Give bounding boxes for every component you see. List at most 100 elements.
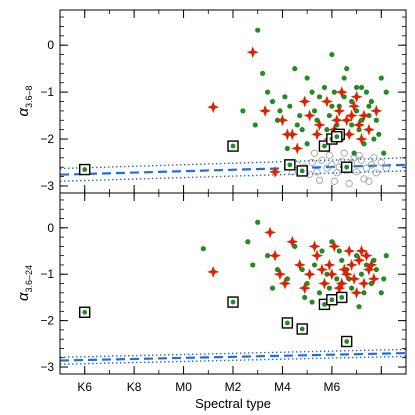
bottom-green-point <box>265 253 271 259</box>
top-boxed-point-dot <box>322 143 327 149</box>
bottom-red-star-point <box>335 277 348 290</box>
top-green-point <box>321 84 328 91</box>
top-red-star-point <box>281 128 294 141</box>
bottom-green-point <box>292 243 298 249</box>
top-green-point <box>378 75 384 81</box>
bottom-red-star-point <box>308 240 321 253</box>
bottom-red-star-point <box>323 258 336 271</box>
top-green-point <box>366 103 372 109</box>
top-boxed-point-dot <box>344 164 350 170</box>
bottom-red-star-point <box>315 263 328 276</box>
bottom-red-star-point <box>345 258 358 271</box>
top-y-tick-label: −1 <box>40 85 54 99</box>
top-green-point <box>252 122 258 128</box>
top-red-star-point <box>246 46 259 59</box>
bottom-x-tick-label: K6 <box>77 380 92 394</box>
bottom-boxed-point-dot <box>329 297 335 303</box>
bottom-green-point <box>284 276 290 282</box>
bottom-green-point <box>316 290 323 296</box>
bottom-ylabel-subscript: 3.6–24 <box>24 265 34 293</box>
top-ylabel-symbol: α <box>15 108 32 117</box>
bottom-green-point <box>304 280 310 287</box>
top-red-star-point <box>343 128 356 141</box>
bottom-red-star-point <box>353 254 366 267</box>
bottom-green-point <box>336 248 342 254</box>
bottom-boxed-point-dot <box>322 301 327 307</box>
top-green-point <box>282 94 288 100</box>
top-open-circle-point <box>325 151 333 160</box>
bottom-boxed-point-dot <box>82 309 88 315</box>
top-open-circle-point <box>372 169 380 177</box>
top-red-star-point <box>345 109 358 122</box>
top-green-point <box>326 112 332 119</box>
top-green-point <box>373 117 379 123</box>
top-ticks: 0 −1 −2 −3 <box>40 10 407 193</box>
top-green-point <box>349 122 355 128</box>
top-red-star-point <box>298 95 311 108</box>
top-green-point <box>341 94 347 100</box>
bottom-boxed-point-dot <box>339 295 345 300</box>
bottom-red-star-point <box>328 240 341 253</box>
top-red-star-point <box>276 114 289 127</box>
top-green-point <box>329 51 335 58</box>
top-open-circle-point <box>313 168 321 176</box>
bottom-green-point <box>274 266 281 273</box>
top-open-circle-point <box>355 151 363 160</box>
bottom-red-star-point <box>273 268 286 281</box>
top-red-star-point <box>313 118 326 131</box>
bottom-plot-area <box>60 219 406 365</box>
top-red-star-point <box>303 109 316 122</box>
top-open-circle-point <box>370 154 378 162</box>
top-red-star-point <box>350 90 363 103</box>
top-open-circle-point <box>362 164 371 172</box>
bottom-green-point <box>353 253 360 259</box>
top-green-point <box>358 84 365 91</box>
top-band-lower-line <box>60 170 406 182</box>
top-green-point <box>287 103 293 109</box>
top-red-star-point <box>259 104 272 117</box>
top-boxed-point-dot <box>287 162 293 168</box>
top-plot-area <box>60 27 406 188</box>
top-boxed-point-dot <box>299 168 305 174</box>
top-green-point <box>292 66 298 72</box>
bottom-y-tick-label: −3 <box>40 360 54 374</box>
top-green-point <box>277 108 283 114</box>
bottom-red-star-point <box>264 226 277 239</box>
top-red-star-point <box>340 114 353 127</box>
top-open-circle-point <box>352 168 361 176</box>
bottom-red-star-point <box>367 272 380 285</box>
top-green-point <box>240 108 246 114</box>
bottom-red-star-point <box>293 258 306 271</box>
bottom-x-tick-label: M4 <box>274 380 291 394</box>
top-ylabel-subscript: 3.6–8 <box>24 85 34 108</box>
top-green-point <box>383 89 389 95</box>
top-red-star-point <box>362 123 375 136</box>
top-open-circle-point <box>365 177 373 185</box>
bottom-green-point <box>368 280 374 287</box>
top-green-point <box>331 89 337 95</box>
top-green-point <box>371 136 377 142</box>
bottom-green-point <box>269 285 276 291</box>
bottom-boxed-point-dot <box>344 339 350 344</box>
bottom-red-star-point <box>286 235 299 248</box>
top-open-circle-point <box>345 180 353 188</box>
bottom-red-star-point <box>298 282 311 295</box>
bottom-boxed-point-dot <box>299 326 305 332</box>
bottom-red-star-point <box>303 268 316 281</box>
top-open-circle-point <box>318 156 326 164</box>
top-band-upper-line <box>60 157 406 170</box>
bottom-green-point <box>329 239 335 245</box>
top-green-point <box>316 94 323 100</box>
bottom-green-point <box>358 271 365 277</box>
top-open-circle-point <box>323 164 331 172</box>
top-green-point <box>284 145 290 152</box>
top-open-circle-point <box>340 149 348 157</box>
bottom-green-point <box>383 253 389 259</box>
bottom-green-point <box>245 239 251 245</box>
top-y-tick-label: −2 <box>40 132 54 146</box>
bottom-y-tick-label: −1 <box>40 267 54 281</box>
top-green-point <box>376 131 382 137</box>
bottom-red-star-point <box>343 245 356 258</box>
top-y-tick-label: −3 <box>40 179 54 193</box>
